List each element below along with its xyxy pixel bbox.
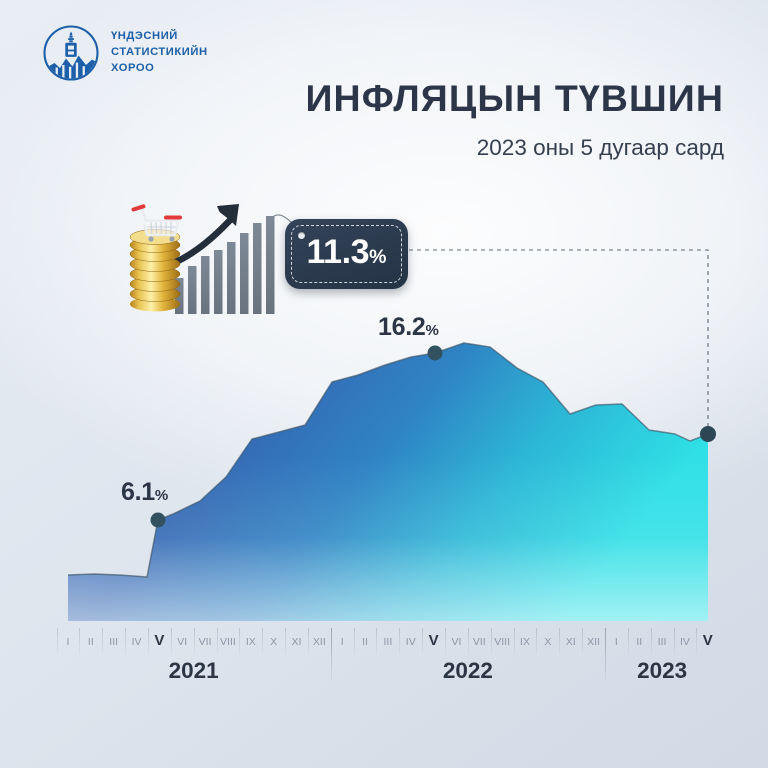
axis-tick-2021-III: III	[109, 636, 119, 648]
axis-tick-2023-IV: IV	[679, 636, 690, 648]
marker-2021-05	[150, 512, 166, 528]
axis-tick-rule	[650, 628, 652, 655]
axis-tick-2023-II: II	[636, 636, 643, 648]
axis-tick-rule	[239, 628, 241, 655]
axis-tick-2021-IX: IX	[245, 636, 256, 648]
axis-tick-2021-II: II	[87, 636, 94, 648]
axis-year-separator	[604, 628, 606, 680]
axis-tick-rule	[307, 628, 309, 655]
axis-tick-2021-VIII: VIII	[220, 636, 236, 648]
axis-tick-rule	[216, 628, 218, 655]
axis-tick-rule	[467, 628, 469, 655]
axis-tick-rule	[79, 628, 81, 655]
shopping-cart-icon	[131, 204, 182, 242]
axis-tick-2021-VI: VI	[177, 636, 188, 648]
axis-tick-rule	[582, 628, 584, 655]
brand-logo: Үндэсний статистикийн хороо	[42, 24, 208, 82]
axis-tick-2022-I: I	[340, 636, 344, 648]
axis-year-2021: 2021	[168, 658, 219, 683]
chart-x-axis: I II III IV V VI VII VIII IX X XI XII 2021 I II III IV V V…	[0, 628, 768, 698]
axis-tick-2023-III: III	[657, 636, 667, 648]
axis-tick-2021-XII: XII	[312, 636, 326, 648]
axis-tick-2021-IV: IV	[131, 636, 142, 648]
page-subtitle: 2023 оны 5 дугаар сард	[476, 135, 724, 160]
axis-year-2023: 2023	[637, 658, 688, 683]
axis-tick-2023-I: I	[614, 636, 618, 648]
axis-tick-rule	[262, 628, 264, 655]
axis-tick-rule	[102, 628, 104, 655]
annotation-2021-05-value: 6.1	[121, 478, 155, 506]
axis-tick-rule	[673, 628, 675, 655]
inflation-illustration	[120, 190, 300, 320]
marker-2023-05	[700, 426, 716, 442]
axis-tick-2022-IX: IX	[520, 636, 530, 648]
axis-tick-2021-X: X	[270, 636, 278, 648]
chart-area-fade	[68, 343, 708, 621]
coin-stack-icon	[129, 229, 181, 312]
axis-tick-rule	[513, 628, 515, 655]
axis-tick-2021-V: V	[154, 632, 165, 649]
axis-tick-2022-VII: VII	[472, 636, 486, 648]
axis-tick-2022-II: II	[362, 636, 368, 648]
axis-tick-2021-VII: VII	[198, 636, 212, 648]
callout-price-tag: 11.3%	[285, 219, 408, 289]
axis-tick-rule	[56, 628, 58, 655]
axis-tick-2022-XI: XI	[565, 636, 576, 648]
axis-tick-rule	[696, 628, 698, 655]
axis-tick-rule	[193, 628, 195, 655]
axis-tick-rule	[490, 628, 492, 655]
axis-tick-2023-V: V	[702, 632, 713, 649]
axis-tick-2022-XII: XII	[587, 636, 600, 648]
axis-tick-rule	[399, 628, 401, 655]
annotation-2022-05-value: 16.2	[378, 313, 426, 341]
axis-tick-rule	[445, 628, 447, 655]
marker-2022-05	[427, 345, 443, 361]
axis-tick-rule	[376, 628, 378, 655]
axis-tick-rule	[422, 628, 424, 655]
axis-year-separator	[330, 628, 332, 680]
annotation-2021-05: 6.1%	[121, 478, 168, 507]
axis-tick-2022-V: V	[428, 632, 439, 649]
annotation-2022-05: 16.2%	[378, 313, 439, 342]
axis-tick-2021-XI: XI	[291, 636, 302, 648]
axis-tick-rule	[125, 628, 127, 655]
annotation-2021-05-unit: %	[154, 487, 168, 504]
brand-logo-text: Үндэсний статистикийн хороо	[111, 30, 208, 74]
nsc-mongolia-emblem-icon	[42, 24, 100, 82]
axis-tick-rule	[285, 628, 287, 655]
axis-tick-2021-I: I	[66, 636, 70, 648]
callout-leader-line	[409, 249, 709, 428]
axis-tick-rule	[170, 628, 172, 655]
axis-year-2022: 2022	[442, 658, 493, 683]
axis-tick-2022-VIII: VIII	[494, 636, 511, 648]
axis-tick-2022-VI: VI	[451, 636, 462, 648]
axis-tick-2022-III: III	[383, 636, 393, 648]
axis-tick-2022-IV: IV	[405, 636, 416, 648]
axis-tick-rule	[559, 628, 561, 655]
axis-tick-rule	[536, 628, 538, 655]
page-title: ИНФЛЯЦЫН ТҮВШИН	[305, 77, 724, 119]
axis-tick-rule	[627, 628, 629, 655]
annotation-2022-05-unit: %	[425, 322, 439, 339]
axis-tick-rule	[353, 628, 355, 655]
axis-tick-2022-X: X	[544, 636, 552, 648]
axis-tick-rule	[147, 628, 149, 655]
chart-line	[67, 342, 709, 578]
